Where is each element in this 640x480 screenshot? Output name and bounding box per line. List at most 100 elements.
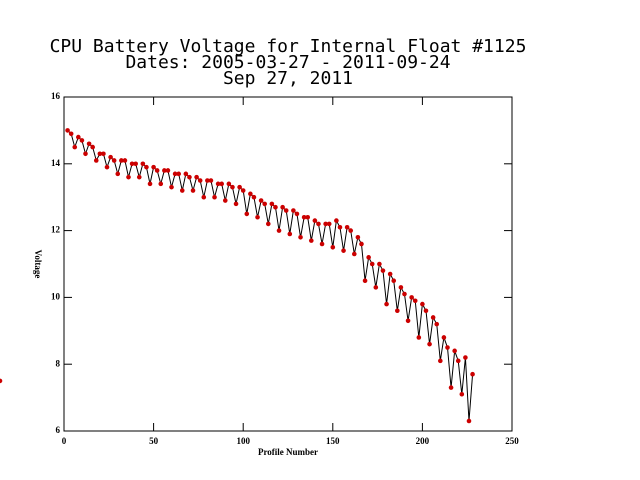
voltage-point — [222, 198, 228, 203]
voltage-point — [326, 221, 332, 227]
x-tick-label: 150 — [326, 436, 340, 446]
voltage-point — [129, 161, 135, 167]
voltage-point — [76, 134, 81, 140]
voltage-point — [68, 131, 74, 137]
x-tick-label: 100 — [236, 436, 250, 446]
voltage-point — [352, 251, 357, 257]
voltage-point — [265, 221, 271, 227]
voltage-point — [244, 211, 250, 217]
voltage-point — [248, 191, 253, 197]
voltage-point — [251, 194, 257, 200]
voltage-point — [240, 188, 246, 193]
voltage-point — [104, 164, 110, 170]
voltage-point — [448, 385, 454, 390]
voltage-point — [151, 164, 156, 170]
voltage-point — [334, 218, 339, 223]
voltage-point — [452, 348, 457, 354]
voltage-point — [438, 358, 443, 364]
voltage-point — [402, 291, 407, 297]
voltage-point — [377, 261, 382, 267]
voltage-point — [463, 355, 468, 360]
voltage-point — [115, 171, 121, 177]
voltage-point — [215, 181, 221, 187]
voltage-point — [136, 174, 142, 180]
voltage-point — [384, 301, 389, 307]
voltage-point — [305, 214, 311, 220]
voltage-point — [0, 378, 3, 384]
voltage-point — [172, 171, 178, 177]
voltage-point — [298, 234, 303, 240]
voltage-point — [391, 278, 397, 284]
plot-frame — [63, 96, 513, 432]
voltage-point — [101, 151, 106, 157]
voltage-point — [409, 295, 414, 300]
voltage-point — [420, 301, 425, 307]
voltage-point — [187, 174, 192, 180]
voltage-point — [133, 161, 138, 167]
voltage-point — [348, 228, 354, 233]
voltage-point — [233, 201, 239, 207]
voltage-point — [126, 174, 131, 180]
voltage-point — [359, 241, 364, 247]
voltage-point — [208, 178, 214, 183]
voltage-point — [380, 268, 386, 273]
voltage-point — [201, 194, 207, 200]
voltage-point — [179, 188, 185, 193]
y-axis-label: Voltage — [33, 250, 43, 279]
voltage-point — [373, 285, 379, 290]
voltage-point — [72, 144, 78, 150]
voltage-point — [158, 181, 164, 187]
x-tick-label: 250 — [505, 436, 519, 446]
voltage-point — [312, 218, 318, 223]
voltage-point — [366, 255, 371, 260]
voltage-point — [97, 151, 103, 157]
voltage-point — [65, 128, 70, 133]
voltage-point — [283, 208, 289, 213]
x-tick-label: 50 — [149, 436, 159, 446]
voltage-point — [291, 208, 296, 213]
voltage-point — [111, 158, 117, 163]
voltage-point — [344, 224, 350, 230]
voltage-point — [280, 204, 285, 210]
voltage-point — [226, 181, 232, 187]
voltage-point — [330, 245, 336, 250]
voltage-point — [405, 318, 411, 324]
voltage-point — [455, 358, 461, 364]
voltage-point — [287, 231, 293, 237]
y-tick-label: 12 — [51, 225, 61, 235]
chart-date: Sep 27, 2011 — [223, 68, 353, 89]
x-tick-label: 200 — [416, 436, 430, 446]
voltage-point — [176, 171, 181, 177]
voltage-point — [93, 158, 99, 163]
x-axis-label: Profile Number — [258, 447, 318, 457]
y-tick-label: 10 — [51, 291, 61, 301]
voltage-point — [90, 144, 95, 150]
voltage-point — [237, 184, 242, 190]
voltage-point — [190, 188, 196, 193]
voltage-point — [230, 184, 235, 190]
voltage-point — [262, 201, 268, 207]
voltage-point — [316, 221, 321, 227]
y-tick-label: 8 — [56, 358, 61, 368]
voltage-point — [470, 371, 475, 377]
voltage-point — [276, 228, 282, 233]
voltage-point — [205, 178, 210, 183]
voltage-point — [183, 171, 189, 177]
voltage-point — [154, 168, 160, 173]
voltage-point — [79, 138, 85, 143]
voltage-point — [108, 154, 113, 160]
voltage-point — [269, 201, 275, 207]
voltage-point — [219, 181, 224, 187]
voltage-point — [430, 315, 436, 320]
voltage-point — [427, 341, 432, 347]
voltage-point — [122, 158, 128, 163]
voltage-point — [323, 221, 328, 227]
voltage-point — [337, 224, 343, 230]
y-tick-label: 6 — [56, 425, 61, 435]
voltage-point — [423, 308, 429, 314]
voltage-point — [341, 248, 346, 253]
voltage-point — [294, 211, 300, 217]
voltage-point — [147, 181, 153, 187]
voltage-point — [416, 335, 422, 340]
